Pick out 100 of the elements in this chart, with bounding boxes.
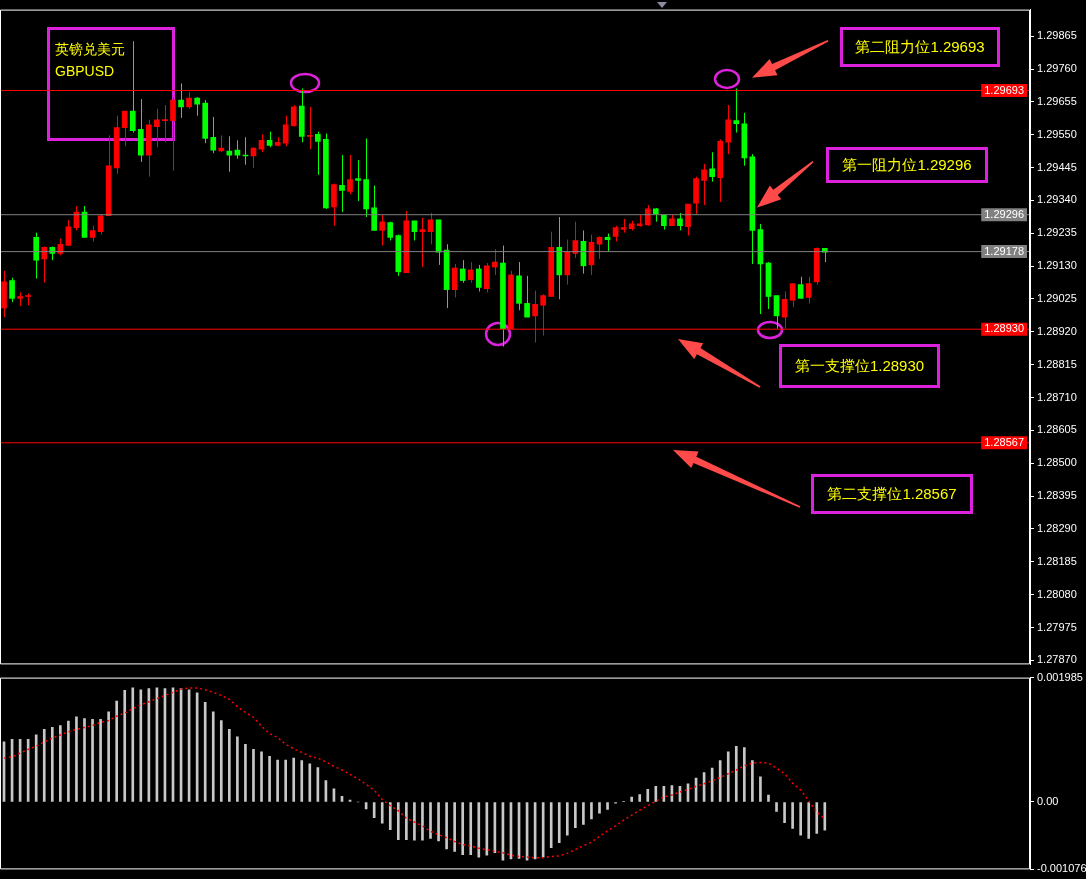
bar	[469, 802, 473, 855]
y-tick-label: 1.29340	[1037, 193, 1077, 206]
annotation: 第一支撑位1.28930	[779, 343, 940, 388]
bar	[308, 763, 312, 802]
bar	[783, 802, 786, 823]
candlestick	[596, 235, 603, 260]
candlestick	[41, 245, 48, 284]
candlestick	[524, 275, 530, 318]
y-tick-label: 1.29235	[1037, 226, 1077, 239]
bar	[260, 751, 263, 802]
bar	[646, 789, 650, 802]
bar	[42, 728, 46, 802]
y-tick-label: 1.28185	[1037, 554, 1077, 567]
text: 英镑兑美元	[53, 38, 127, 60]
candlestick	[644, 204, 651, 227]
ref-line-label: 1.28567	[984, 435, 1024, 448]
annotation: 第一阻力位1.29296	[826, 147, 988, 184]
bar	[380, 802, 384, 824]
bar	[453, 802, 456, 852]
candlestick	[170, 96, 176, 172]
bar	[34, 734, 38, 802]
annotation: 第二阻力位1.29693	[840, 27, 1000, 67]
bar	[300, 760, 304, 802]
candlestick	[701, 163, 707, 206]
bar	[574, 802, 577, 828]
candlestick	[484, 262, 490, 293]
bar	[759, 776, 762, 802]
candlestick	[65, 219, 72, 246]
bar	[791, 802, 794, 829]
bar	[565, 802, 569, 836]
candlestick	[805, 276, 812, 304]
bar	[211, 711, 215, 802]
bar	[461, 802, 465, 855]
bar	[396, 802, 400, 840]
bar	[115, 700, 119, 802]
candlestick	[564, 239, 571, 286]
candlestick	[121, 110, 128, 147]
bar	[268, 755, 271, 802]
candlestick	[685, 203, 691, 236]
bar	[50, 727, 54, 802]
y-tick-label: 1.29655	[1037, 94, 1077, 107]
candlestick	[411, 220, 418, 241]
bar	[388, 802, 392, 830]
y-tick-label: 1.28605	[1037, 423, 1077, 436]
bar	[67, 720, 70, 802]
line-series	[3, 687, 826, 859]
candlestick	[331, 183, 337, 227]
bar	[123, 690, 127, 802]
bar	[606, 802, 609, 810]
y-tick-label: 1.28815	[1037, 357, 1077, 370]
annotation: 第二支撑位1.28567	[811, 474, 973, 515]
candlestick	[467, 261, 474, 284]
bar	[751, 760, 754, 802]
candlestick	[419, 217, 426, 268]
bar	[219, 720, 223, 802]
candlestick	[210, 116, 217, 154]
y-tick-label: 1.27870	[1037, 653, 1077, 666]
candlestick	[306, 106, 313, 150]
y-tick-label: 1.28920	[1037, 324, 1077, 337]
bar	[654, 785, 658, 802]
bar	[252, 749, 255, 802]
bar	[276, 759, 279, 802]
bar	[582, 802, 585, 825]
bar	[284, 759, 287, 802]
bar	[83, 718, 86, 802]
y-tick-label: 1.29445	[1037, 160, 1077, 173]
candlestick	[709, 151, 715, 183]
ref-line-label: 1.29178	[984, 244, 1024, 257]
bar	[775, 802, 778, 812]
bar	[734, 745, 738, 802]
candlestick	[371, 184, 378, 231]
candlestick	[492, 248, 498, 276]
bar	[630, 796, 634, 802]
y-tick-label: 1.29130	[1037, 259, 1077, 272]
bar	[292, 757, 296, 802]
candlestick	[9, 277, 15, 303]
y-tick-label: 0.001985	[1037, 670, 1083, 683]
bar	[743, 747, 746, 802]
bar	[807, 802, 811, 839]
bar	[815, 802, 819, 834]
candlestick	[129, 40, 136, 134]
candlestick	[315, 131, 321, 176]
bar	[228, 728, 231, 802]
bar	[421, 802, 424, 841]
candlestick	[339, 154, 345, 213]
bar	[107, 711, 110, 802]
bar	[549, 802, 553, 849]
bar	[557, 802, 561, 844]
y-tick-label: 1.29760	[1037, 62, 1077, 75]
bar	[726, 751, 730, 802]
y-tick-label: 1.28395	[1037, 489, 1077, 502]
bar	[429, 802, 432, 839]
candlestick	[33, 232, 40, 280]
candlestick	[282, 115, 289, 147]
bar	[99, 718, 102, 802]
y-tick-label: 1.27975	[1037, 620, 1077, 633]
candlestick	[347, 154, 353, 195]
y-tick-label: 1.29025	[1037, 292, 1077, 305]
candlestick	[178, 82, 184, 119]
bar	[203, 702, 207, 802]
